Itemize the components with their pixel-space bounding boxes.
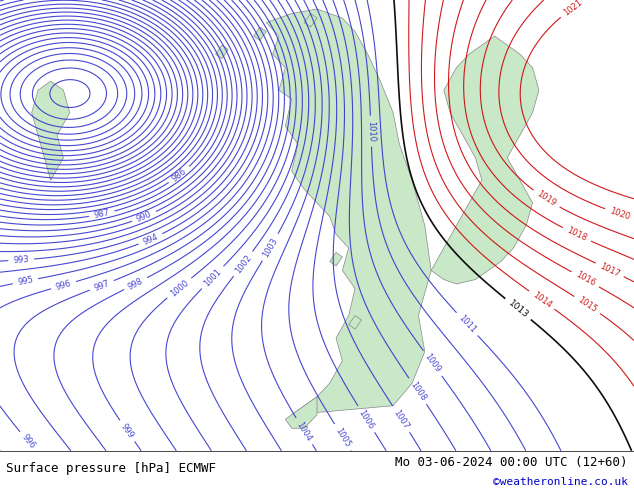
Text: 995: 995	[17, 275, 34, 287]
Polygon shape	[32, 81, 70, 180]
Polygon shape	[266, 9, 431, 415]
Text: 990: 990	[135, 210, 153, 224]
Text: Mo 03-06-2024 00:00 UTC (12+60): Mo 03-06-2024 00:00 UTC (12+60)	[395, 456, 628, 469]
Text: 999: 999	[119, 422, 136, 440]
Text: 996: 996	[20, 433, 37, 451]
Text: 1013: 1013	[507, 298, 530, 320]
Text: 1009: 1009	[423, 352, 443, 374]
Text: 1018: 1018	[566, 226, 588, 243]
Text: 996: 996	[55, 279, 72, 292]
Text: 993: 993	[13, 255, 29, 265]
Text: 987: 987	[93, 208, 110, 220]
Text: 1006: 1006	[357, 408, 376, 431]
Text: 1000: 1000	[168, 278, 190, 298]
Text: 1008: 1008	[408, 380, 427, 402]
Text: 1005: 1005	[333, 426, 353, 448]
Text: 1003: 1003	[261, 236, 280, 259]
Text: 1020: 1020	[608, 206, 631, 222]
Text: 1011: 1011	[456, 314, 477, 335]
Text: 1004: 1004	[295, 420, 314, 442]
Polygon shape	[330, 252, 342, 266]
Text: 1015: 1015	[576, 295, 598, 315]
Text: 1001: 1001	[202, 267, 223, 288]
Text: 986: 986	[171, 167, 188, 183]
Text: 1019: 1019	[535, 190, 557, 208]
Text: 1014: 1014	[531, 290, 553, 310]
Text: 1010: 1010	[366, 121, 376, 142]
Text: 1021: 1021	[562, 0, 584, 18]
Text: 1017: 1017	[598, 261, 621, 278]
Polygon shape	[304, 14, 317, 27]
Text: 1007: 1007	[392, 408, 411, 430]
Text: 994: 994	[141, 232, 160, 246]
Text: 1016: 1016	[574, 270, 597, 288]
Polygon shape	[431, 36, 539, 284]
Text: 998: 998	[127, 276, 145, 291]
Polygon shape	[254, 27, 266, 41]
Text: 1002: 1002	[233, 253, 253, 275]
Polygon shape	[349, 316, 361, 329]
Text: ©weatheronline.co.uk: ©weatheronline.co.uk	[493, 477, 628, 487]
Text: Surface pressure [hPa] ECMWF: Surface pressure [hPa] ECMWF	[6, 462, 216, 475]
Polygon shape	[216, 45, 228, 59]
Text: 997: 997	[93, 278, 111, 293]
Polygon shape	[285, 397, 317, 428]
